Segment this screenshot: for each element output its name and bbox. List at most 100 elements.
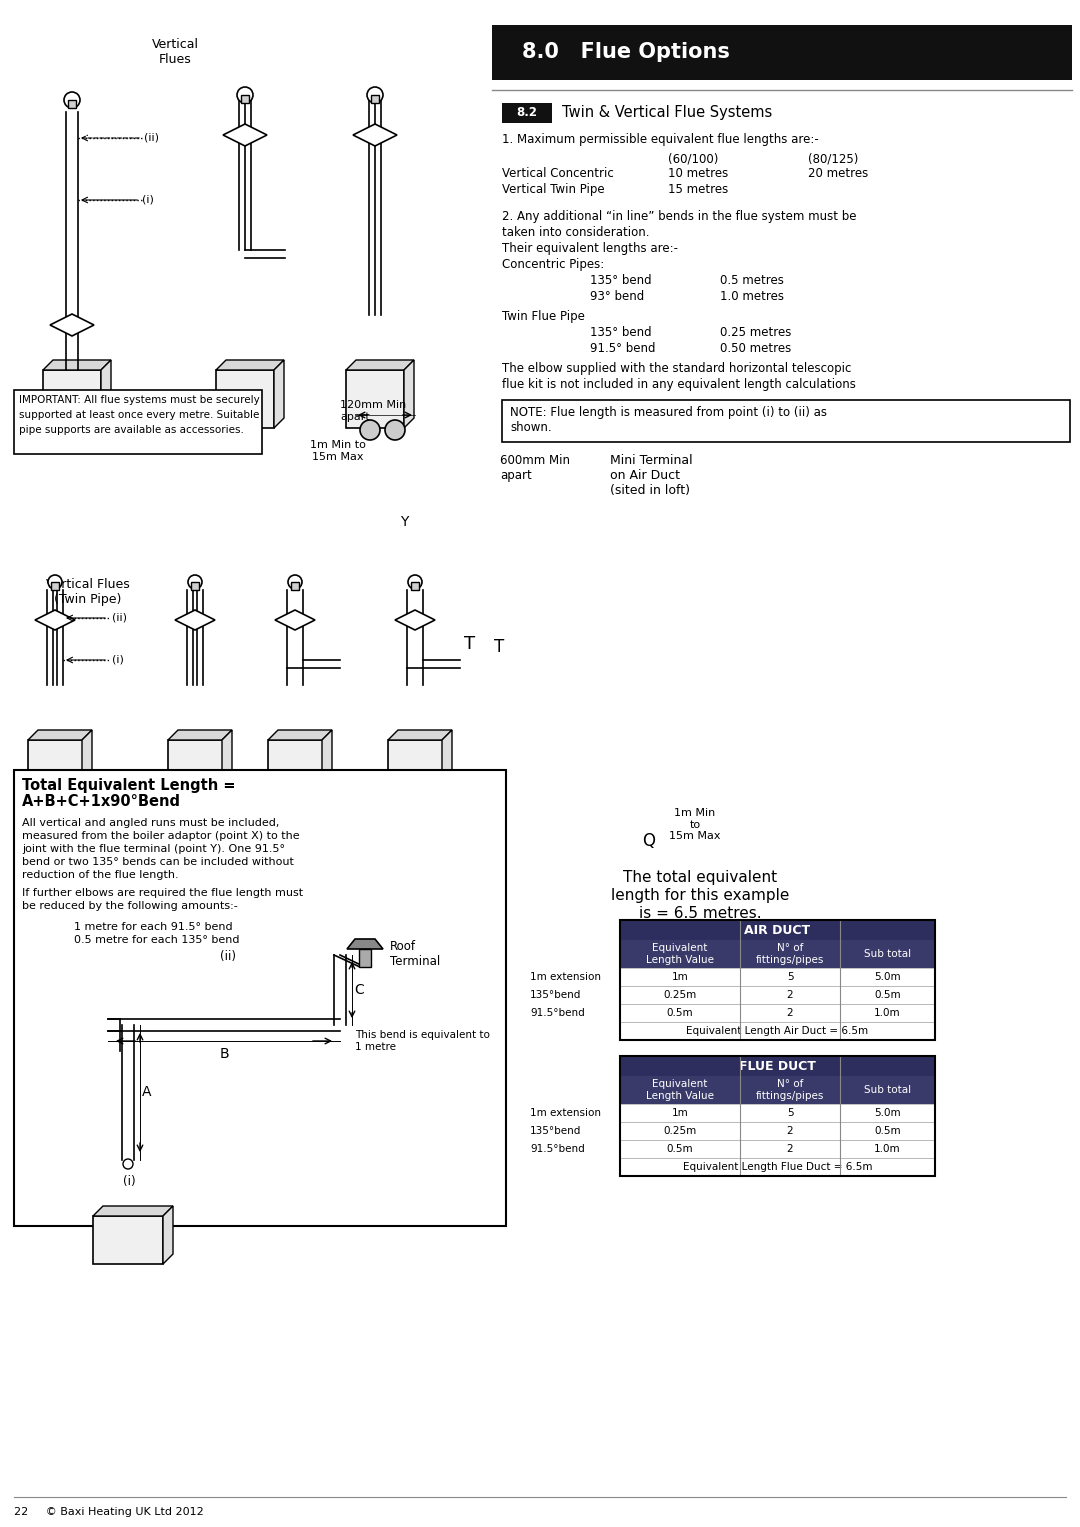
Text: 1m Min to
15m Max: 1m Min to 15m Max bbox=[310, 440, 366, 461]
Bar bbox=[268, 741, 323, 796]
Ellipse shape bbox=[360, 420, 380, 440]
Text: joint with the flue terminal (point Y). One 91.5°: joint with the flue terminal (point Y). … bbox=[22, 844, 285, 854]
Text: T: T bbox=[494, 638, 504, 657]
Text: Concentric Pipes:: Concentric Pipes: bbox=[502, 258, 604, 270]
Bar bbox=[620, 919, 935, 1040]
Text: Sub total: Sub total bbox=[864, 1086, 912, 1095]
Bar bbox=[620, 986, 740, 1003]
Bar bbox=[216, 370, 274, 428]
Bar bbox=[620, 1122, 740, 1141]
Bar bbox=[620, 1003, 740, 1022]
Circle shape bbox=[123, 1159, 133, 1170]
Text: 1.0m: 1.0m bbox=[874, 1008, 901, 1019]
Bar bbox=[740, 1141, 840, 1157]
Circle shape bbox=[367, 87, 383, 102]
Bar bbox=[620, 919, 935, 941]
Polygon shape bbox=[346, 360, 414, 370]
Text: 2: 2 bbox=[786, 1125, 794, 1136]
Polygon shape bbox=[168, 730, 232, 741]
Text: (ii): (ii) bbox=[112, 612, 127, 623]
Text: 600mm Min
apart: 600mm Min apart bbox=[500, 454, 570, 483]
Text: The total equivalent: The total equivalent bbox=[623, 870, 778, 886]
Polygon shape bbox=[222, 124, 267, 147]
Polygon shape bbox=[50, 315, 94, 336]
Polygon shape bbox=[102, 360, 111, 428]
Text: 0.25 metres: 0.25 metres bbox=[720, 325, 792, 339]
Text: 1 metre for each 91.5° bend: 1 metre for each 91.5° bend bbox=[75, 922, 232, 931]
Bar bbox=[359, 948, 372, 967]
Text: 2: 2 bbox=[786, 989, 794, 1000]
Bar bbox=[411, 582, 419, 589]
Text: Vertical Concentric: Vertical Concentric bbox=[502, 166, 613, 180]
Text: 0.5m: 0.5m bbox=[874, 1125, 901, 1136]
Text: If further elbows are required the flue length must: If further elbows are required the flue … bbox=[22, 889, 303, 898]
Text: Vertical
Flues: Vertical Flues bbox=[152, 38, 199, 66]
Text: pipe supports are available as accessories.: pipe supports are available as accessori… bbox=[19, 425, 244, 435]
Text: 1m Min
to
15m Max: 1m Min to 15m Max bbox=[670, 808, 720, 841]
Circle shape bbox=[188, 576, 202, 589]
Bar bbox=[620, 1022, 935, 1040]
Bar bbox=[620, 1104, 740, 1122]
Text: 20 metres: 20 metres bbox=[808, 166, 868, 180]
Text: 5: 5 bbox=[786, 973, 794, 982]
Text: All vertical and angled runs must be included,: All vertical and angled runs must be inc… bbox=[22, 818, 280, 828]
Text: (i): (i) bbox=[141, 195, 153, 205]
Text: This bend is equivalent to
1 metre: This bend is equivalent to 1 metre bbox=[355, 1031, 490, 1052]
Text: 1m extension: 1m extension bbox=[530, 973, 600, 982]
Bar bbox=[740, 1122, 840, 1141]
Bar bbox=[14, 770, 507, 1226]
Bar bbox=[43, 370, 102, 428]
Text: 2: 2 bbox=[786, 1008, 794, 1019]
Circle shape bbox=[237, 87, 253, 102]
Text: taken into consideration.: taken into consideration. bbox=[502, 226, 649, 240]
Circle shape bbox=[288, 576, 302, 589]
Text: (i): (i) bbox=[112, 655, 124, 664]
Polygon shape bbox=[347, 939, 383, 948]
Text: T: T bbox=[464, 635, 475, 654]
Text: Their equivalent lengths are:-: Their equivalent lengths are:- bbox=[502, 241, 678, 255]
Text: Equivalent Length Air Duct = 6.5m: Equivalent Length Air Duct = 6.5m bbox=[687, 1026, 868, 1035]
Bar bbox=[14, 389, 262, 454]
Text: length for this example: length for this example bbox=[611, 889, 789, 902]
Text: 5.0m: 5.0m bbox=[874, 973, 901, 982]
Bar bbox=[740, 1003, 840, 1022]
Text: C: C bbox=[354, 983, 364, 997]
Text: A+B+C+1x90°Bend: A+B+C+1x90°Bend bbox=[22, 794, 181, 809]
Text: Equivalent
Length Value: Equivalent Length Value bbox=[646, 1080, 714, 1101]
Text: 8.2: 8.2 bbox=[516, 107, 538, 119]
Text: Y: Y bbox=[400, 515, 408, 528]
Text: IMPORTANT: All flue systems must be securely: IMPORTANT: All flue systems must be secu… bbox=[19, 395, 260, 405]
Bar bbox=[620, 1157, 935, 1176]
Circle shape bbox=[64, 92, 80, 108]
Polygon shape bbox=[216, 360, 284, 370]
Ellipse shape bbox=[384, 420, 405, 440]
Text: reduction of the flue length.: reduction of the flue length. bbox=[22, 870, 178, 880]
Polygon shape bbox=[222, 730, 232, 796]
Text: bend or two 135° bends can be included without: bend or two 135° bends can be included w… bbox=[22, 857, 294, 867]
Circle shape bbox=[408, 576, 422, 589]
Text: 1m: 1m bbox=[672, 1109, 688, 1118]
Text: NOTE: Flue length is measured from point (i) to (ii) as
shown.: NOTE: Flue length is measured from point… bbox=[510, 406, 827, 434]
Text: Total Equivalent Length =: Total Equivalent Length = bbox=[22, 777, 235, 793]
Bar bbox=[740, 986, 840, 1003]
Text: Roof
Terminal: Roof Terminal bbox=[390, 941, 441, 968]
Bar bbox=[840, 1122, 935, 1141]
Bar bbox=[620, 941, 935, 968]
Polygon shape bbox=[353, 124, 397, 147]
Bar bbox=[620, 968, 740, 986]
Bar bbox=[291, 582, 299, 589]
Text: 1m extension: 1m extension bbox=[530, 1109, 600, 1118]
Bar bbox=[620, 1057, 935, 1077]
Text: 135° bend: 135° bend bbox=[590, 273, 651, 287]
Bar bbox=[740, 968, 840, 986]
Text: 0.5m: 0.5m bbox=[666, 1144, 693, 1154]
Polygon shape bbox=[388, 730, 453, 741]
Polygon shape bbox=[43, 360, 111, 370]
Text: Twin Flue Pipe: Twin Flue Pipe bbox=[502, 310, 585, 324]
Text: (80/125): (80/125) bbox=[808, 153, 859, 165]
Bar bbox=[28, 741, 83, 796]
Text: 0.5 metres: 0.5 metres bbox=[720, 273, 784, 287]
Bar bbox=[372, 95, 379, 102]
Text: 5: 5 bbox=[786, 1109, 794, 1118]
Bar bbox=[93, 1215, 163, 1264]
